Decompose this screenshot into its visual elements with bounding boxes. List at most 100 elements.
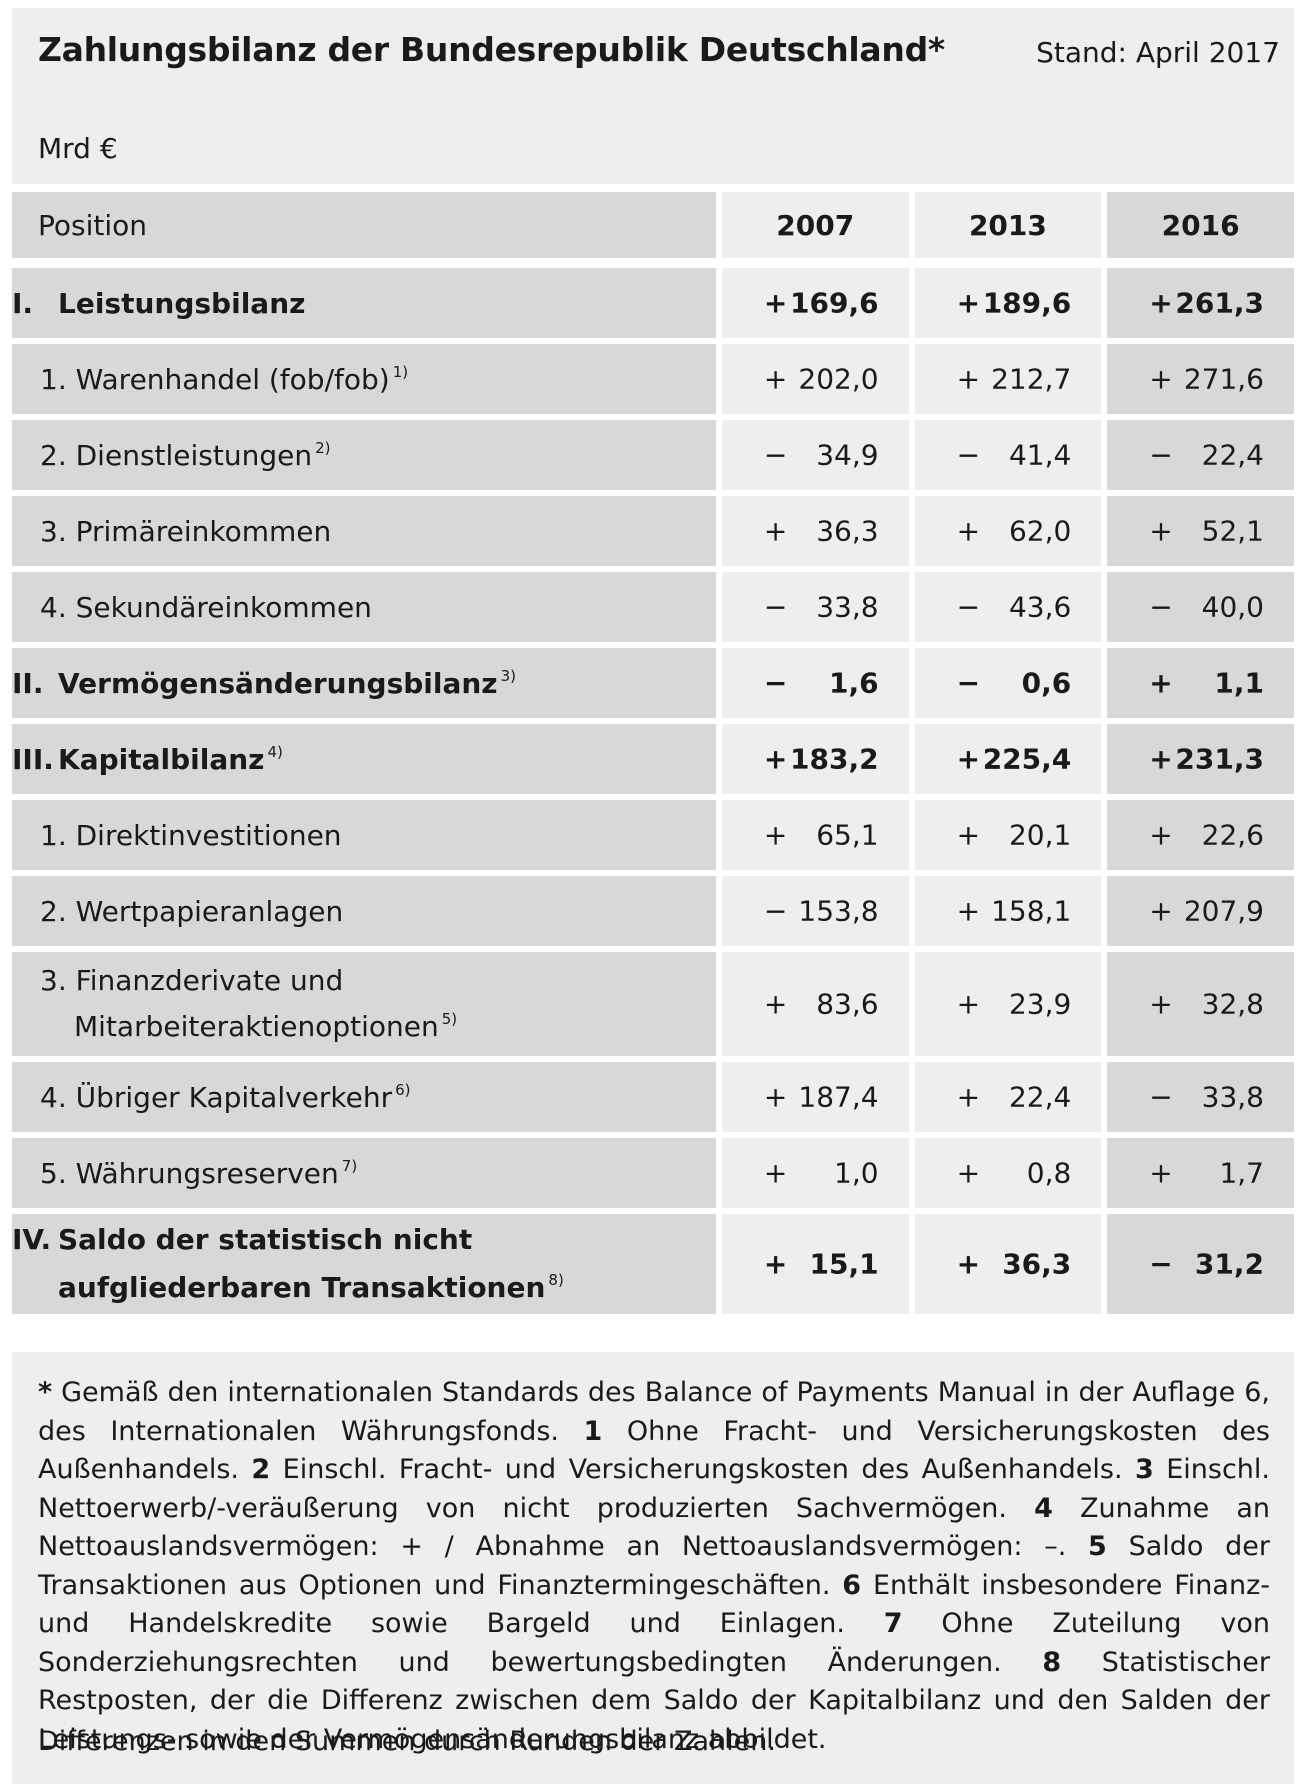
value-sign: − [1149,590,1173,624]
table-row: III. Kapitalbilanz 4) +183,2 +225,4 +231,3 [12,724,1294,800]
value-number: 0,8 [1026,1156,1072,1190]
value-sign: − [763,590,788,624]
value-sign: + [956,818,981,852]
value-cell: +271,6 [1101,344,1294,420]
value-cell: +158,1 [908,876,1102,952]
value-number: 261,3 [1175,286,1264,320]
value-sign: + [956,514,981,548]
value-sign: + [1149,362,1173,396]
value-sign: − [1149,438,1173,472]
value-number: 23,9 [1008,987,1072,1021]
row-label: III. Kapitalbilanz 4) [12,724,716,800]
value-cell: +225,4 [908,724,1102,800]
value-cell: +169,6 [715,268,909,344]
value-sign: − [1149,1080,1173,1114]
value-cell: +15,1 [715,1214,909,1320]
value-number: 1,6 [828,666,879,700]
footnote-star: * [38,1377,53,1408]
value-cell: +36,3 [715,496,909,572]
footnote-number: 3 [1134,1454,1154,1485]
value-number: 22,4 [1008,1080,1072,1114]
value-number: 153,8 [798,894,879,928]
footnote-6: Enthält insbesondere Finanz- und Handels… [38,1569,1270,1640]
value-sign: + [1149,894,1173,928]
table-row: 5. Währungsreserven 7) +1,0 +0,8 +1,7 [12,1138,1294,1214]
footnotes-panel: * Gemäß den internationalen Standards de… [12,1352,1294,1784]
row-label: 2. Wertpapieranlagen [12,876,716,952]
footnote-5: Saldo der Transaktionen aus Optionen und… [38,1531,1271,1601]
value-cell: +0,8 [908,1138,1102,1214]
value-cell: +1,0 [715,1138,909,1214]
value-sign: + [1149,987,1173,1021]
value-number: 187,4 [798,1080,879,1114]
value-cell: −31,2 [1101,1214,1294,1320]
row-number: 3. [40,514,67,548]
value-number: 83,6 [816,987,879,1021]
value-number: 65,1 [816,818,879,852]
value-number: 41,4 [1008,438,1072,472]
value-sign: + [763,514,788,548]
row-title: Übriger Kapitalverkehr [75,1080,393,1114]
value-cell: − 0,6 [908,648,1102,724]
value-cell: +22,6 [1101,800,1294,876]
row-number: 1. [40,362,67,396]
value-cell: +1,7 [1101,1138,1294,1214]
table-row: 3. Finanzderivate und Mitarbeiteraktienop… [12,952,1294,1062]
value-number: 15,1 [809,1247,879,1281]
row-number: III. [12,742,54,776]
value-cell: −41,4 [908,420,1102,496]
row-number: 4. [40,1080,67,1114]
value-sign: + [1149,818,1173,852]
value-cell: −33,8 [1101,1062,1294,1138]
row-number: 3. [40,964,67,997]
value-number: 40,0 [1201,590,1264,624]
value-cell: +189,6 [908,268,1102,344]
value-sign: + [956,1080,981,1114]
value-cell: +62,0 [908,496,1102,572]
value-sign: + [763,362,788,396]
footnote-7: Ohne Zuteilung von Sonderziehungsrechten… [38,1608,1270,1678]
value-number: 31,2 [1194,1247,1264,1281]
value-cell: −33,8 [715,572,909,648]
balance-of-payments-table: Position 2007 2013 2016 I. Leistungsbilan… [12,192,1294,1320]
value-number: 189,6 [982,286,1072,320]
page-title: Zahlungsbilanz der Bundesrepublik Deutsc… [38,30,945,69]
row-label: 3. Primäreinkommen [12,496,716,572]
value-number: 62,0 [1008,514,1072,548]
value-number: 271,6 [1183,362,1264,396]
value-sign: + [763,742,788,776]
row-title: Sekundäreinkommen [75,590,372,624]
table-row: IV. Saldo der statistisch nicht aufglieder… [12,1214,1294,1320]
value-cell: +187,4 [715,1062,909,1138]
row-label: IV. Saldo der statistisch nicht aufglieder… [12,1214,716,1320]
row-number: 4. [40,590,67,624]
table-head-row: Position 2007 2013 2016 [12,192,1294,268]
value-cell: +183,2 [715,724,909,800]
value-number: 158,1 [991,894,1072,928]
value-cell: +261,3 [1101,268,1294,344]
value-number: 43,6 [1008,590,1072,624]
table-header-panel: Zahlungsbilanz der Bundesrepublik Deutsc… [12,8,1294,184]
row-title: Währungsreserven [75,1156,339,1190]
row-number: II. [12,666,44,700]
value-sign: − [956,666,981,700]
value-cell: −34,9 [715,420,909,496]
value-sign: − [763,894,788,928]
table-row: 2. Dienstleistungen 2) −34,9 −41,4 −22,4 [12,420,1294,496]
table-row: 1. Warenhandel (fob/fob) 1) +202,0 +212,7… [12,344,1294,420]
value-sign: − [763,666,788,700]
value-number: 36,3 [1002,1247,1072,1281]
table-row: I. Leistungsbilanz +169,6 +189,6 +261,3 [12,268,1294,344]
value-sign: + [956,987,981,1021]
value-cell: +207,9 [1101,876,1294,952]
value-cell: +52,1 [1101,496,1294,572]
value-number: 33,8 [1201,1080,1264,1114]
value-cell: −153,8 [715,876,909,952]
value-cell: +22,4 [908,1062,1102,1138]
value-sign: − [1149,1247,1173,1281]
value-number: 225,4 [982,742,1072,776]
footnote-ref: 2) [315,438,331,457]
value-sign: + [763,1156,788,1190]
value-sign: + [1149,742,1173,776]
